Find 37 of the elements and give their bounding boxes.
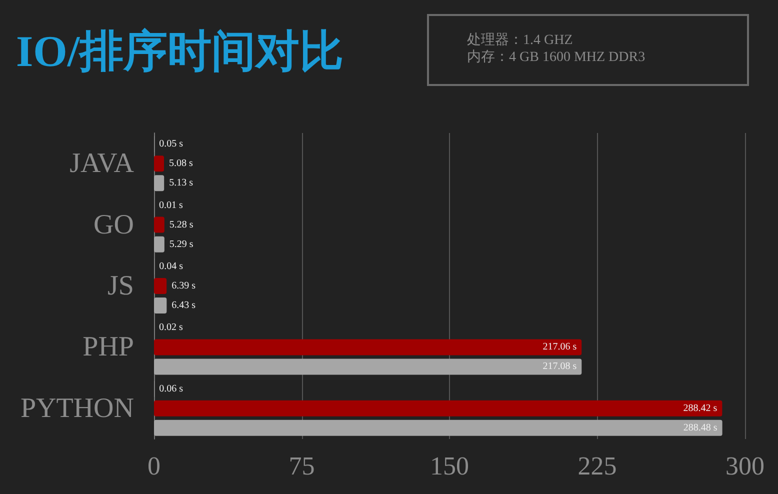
data-label: 0.01 s	[159, 200, 184, 211]
data-label: 5.28 s	[169, 219, 194, 230]
bar	[154, 420, 722, 436]
data-label: 288.48 s	[683, 422, 718, 434]
y-tick-label: GO	[94, 209, 134, 240]
data-label: 0.05 s	[159, 138, 184, 150]
bar	[154, 400, 722, 416]
x-tick-label: 150	[430, 452, 469, 480]
data-label: 0.02 s	[159, 322, 184, 334]
data-label: 288.42 s	[683, 402, 718, 414]
bar	[154, 156, 164, 172]
data-label: 6.39 s	[172, 280, 196, 292]
data-label: 0.04 s	[159, 260, 184, 272]
data-label: 0.06 s	[159, 383, 184, 394]
bar	[154, 278, 167, 294]
y-tick-label: PYTHON	[20, 392, 134, 424]
data-label: 217.06 s	[542, 342, 577, 353]
bar	[154, 236, 164, 252]
info-box: 处理器：1.4 GHZ 内存：4 GB 1600 MHZ DDR3	[427, 14, 749, 86]
x-tick-label: 300	[726, 452, 764, 480]
bar	[154, 298, 167, 314]
x-tick-label: 75	[288, 452, 315, 480]
y-tick-label: JAVA	[70, 148, 135, 180]
x-tick-label: 225	[578, 452, 617, 480]
data-label: 6.43 s	[172, 300, 196, 312]
y-tick-label: PHP	[82, 332, 134, 363]
chart-title: IO/排序时间对比	[16, 26, 344, 78]
y-tick-label: JS	[108, 270, 134, 302]
bar	[154, 339, 582, 356]
data-label: 5.13 s	[169, 178, 194, 189]
bar	[154, 358, 582, 375]
data-label: 217.08 s	[542, 361, 577, 372]
x-tick-label: 0	[148, 452, 160, 480]
bar	[154, 216, 164, 233]
data-label: 5.29 s	[169, 238, 194, 250]
bar	[154, 175, 164, 192]
data-label: 5.08 s	[169, 158, 194, 170]
